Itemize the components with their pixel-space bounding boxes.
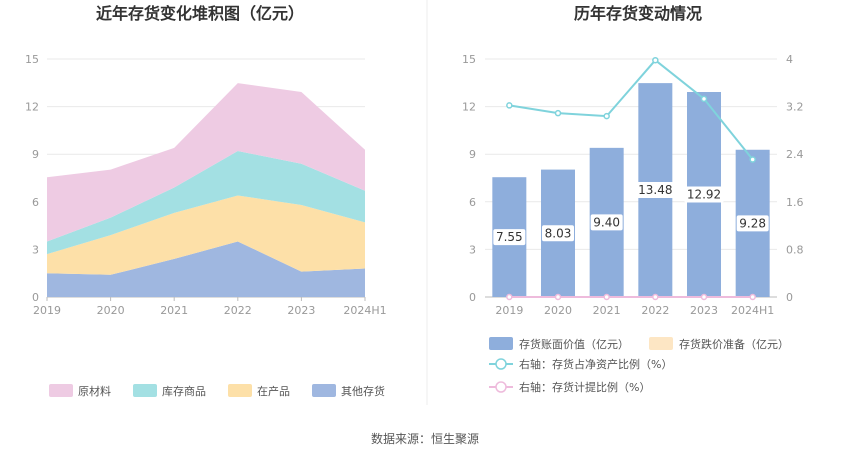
line-point (506, 102, 513, 109)
stacked-area-chart: 0 3 6 9 12 15 2019 2020 2021 2022 2023 2024H1 原材料 库存商… (25, 53, 387, 398)
right-chart-title: 历年存货变动情况 (574, 4, 702, 23)
legend-swatch (49, 384, 73, 397)
legend-label: 右轴：存货计提比例（%） (519, 380, 650, 394)
x-tick-label: 2024H1 (731, 304, 774, 317)
line-point (749, 156, 756, 163)
line-point (652, 56, 659, 64)
line-point (700, 95, 708, 103)
line-series-右轴：存货占净资产比例（%） (509, 58, 754, 161)
bar-data-label: 8.03 (545, 226, 572, 240)
legend-marker (495, 381, 507, 393)
x-tick-label: 2020 (97, 304, 125, 317)
y-tick-label: 0 (469, 291, 476, 304)
bar-label-bg (684, 186, 724, 203)
line-point (603, 112, 610, 120)
x-tick-label: 2023 (690, 304, 718, 317)
legend-swatch (649, 337, 673, 350)
bar-line-chart: 0 3 6 9 12 15 0 0.8 1.6 2.4 3.2 4 2019 2020 2021 2022 20… (462, 53, 804, 394)
legend-label: 其他存货 (341, 384, 385, 398)
y2-tick-label: 0 (786, 291, 793, 304)
legend-label: 右轴：存货占净资产比例（%） (519, 357, 672, 371)
legend-label: 存货跌价准备（亿元） (679, 337, 789, 351)
y-tick-label: 3 (32, 243, 39, 256)
legend-label: 存货账面价值（亿元） (519, 337, 629, 351)
line-point (700, 293, 708, 301)
x-tick-label: 2019 (33, 304, 61, 317)
line-point (652, 293, 659, 301)
data-source: 数据来源：恒生聚源 (371, 431, 479, 446)
left-chart-title: 近年存货变化堆积图（亿元） (96, 4, 304, 23)
y2-tick-label: 1.6 (786, 196, 804, 209)
y2-tick-label: 0.8 (786, 243, 804, 256)
y2-tick-label: 4 (786, 53, 793, 66)
y-tick-label: 15 (462, 53, 476, 66)
legend-swatch (133, 384, 157, 397)
area-series-在产品 (47, 195, 365, 275)
y-tick-label: 3 (469, 243, 476, 256)
area-series-库存商品 (47, 151, 365, 255)
area-series-原材料 (47, 83, 365, 242)
legend-swatch (228, 384, 252, 397)
y-tick-label: 15 (25, 53, 39, 66)
bar-data-label: 7.55 (496, 230, 523, 244)
bar-label-bg (590, 214, 623, 231)
line-point (749, 293, 756, 301)
x-tick-label: 2020 (544, 304, 572, 317)
legend-label: 在产品 (257, 384, 290, 398)
y-tick-label: 9 (469, 148, 476, 161)
legend-label: 库存商品 (162, 384, 206, 398)
bar-label-bg (736, 215, 769, 232)
x-tick-label: 2022 (224, 304, 252, 317)
line-point (506, 293, 513, 301)
line-point (603, 293, 610, 301)
line-point (554, 109, 562, 117)
legend-marker (495, 358, 507, 370)
bar-data-label: 12.92 (687, 188, 721, 202)
y-tick-label: 6 (469, 196, 476, 209)
x-tick-label: 2021 (593, 304, 621, 317)
y-tick-label: 12 (25, 101, 39, 114)
x-tick-label: 2023 (287, 304, 315, 317)
legend-label: 原材料 (78, 384, 111, 398)
x-tick-label: 2019 (495, 304, 523, 317)
bar-data-label: 9.28 (739, 216, 766, 230)
x-tick-label: 2021 (160, 304, 188, 317)
y-tick-label: 6 (32, 196, 39, 209)
bar-label-bg (493, 229, 526, 246)
y2-tick-label: 2.4 (786, 148, 804, 161)
bar-label-bg (635, 182, 676, 199)
x-tick-label: 2024H1 (343, 304, 386, 317)
bar-data-label: 9.40 (593, 215, 620, 229)
line-point (554, 293, 562, 301)
legend-swatch (489, 337, 513, 350)
area-series-其他存货 (47, 241, 365, 297)
bar-data-label: 13.48 (638, 183, 672, 197)
x-tick-label: 2022 (641, 304, 669, 317)
y-tick-label: 9 (32, 148, 39, 161)
y-tick-label: 0 (32, 291, 39, 304)
legend-swatch (312, 384, 336, 397)
y-tick-label: 12 (462, 101, 476, 114)
y2-tick-label: 3.2 (786, 101, 804, 114)
bar-label-bg (542, 225, 574, 242)
